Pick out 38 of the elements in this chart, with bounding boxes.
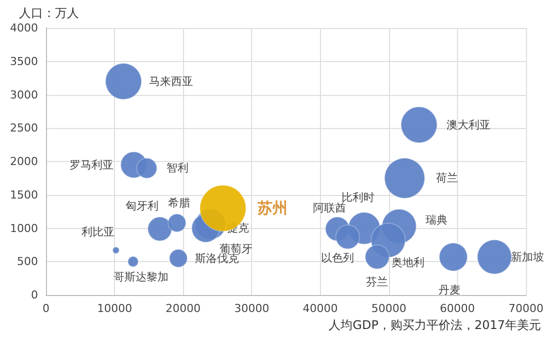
series-label: 斯洛伐克 (194, 252, 239, 265)
y-tick-label: 500 (17, 255, 38, 268)
series-label: 匈牙利 (125, 199, 158, 212)
series-label: 马来西亚 (148, 74, 193, 88)
series-label: 比利时 (342, 190, 375, 204)
y-tick-label: 3500 (10, 54, 38, 68)
series-label: 荷兰 (436, 172, 458, 185)
series-label: 利比亚 (81, 226, 114, 239)
y-tick-label: 1500 (10, 188, 38, 202)
y-tick-label: 2000 (10, 155, 38, 168)
series-label: 阿联酋 (312, 201, 346, 214)
series-label: 以色列 (321, 251, 354, 264)
series-label: 澳大利亚 (446, 118, 490, 132)
y-tick-label: 3000 (10, 88, 38, 102)
series-label: 芬兰 (366, 275, 388, 288)
series-label: 新加坡 (511, 250, 544, 264)
series-label: 奥地利 (392, 256, 425, 269)
series-label: 哥斯达黎加 (114, 270, 169, 284)
x-tick-label: 60000 (440, 302, 475, 315)
x-tick-label: 0 (42, 302, 50, 315)
x-tick-label: 70000 (508, 302, 544, 315)
y-tick-label: 0 (31, 288, 38, 302)
x-tick-label: 30000 (234, 302, 270, 315)
x-tick-label: 20000 (166, 302, 201, 315)
x-tick-label: 10000 (97, 302, 132, 315)
series-label: 丹麦 (438, 283, 460, 296)
series-label: 智利 (166, 162, 188, 175)
y-tick-label: 1000 (10, 222, 38, 235)
y-axis-title: 人口：万人 (19, 6, 79, 20)
y-tick-label: 4000 (10, 22, 38, 34)
series-label: 瑞典 (426, 214, 448, 227)
x-axis-title: 人均GDP，购买力平价法，2017年美元 (328, 318, 542, 332)
series-label: 苏州 (256, 199, 288, 218)
x-tick-label: 40000 (302, 302, 338, 315)
series-label: 希腊 (168, 196, 190, 210)
x-tick-label: 50000 (371, 302, 406, 315)
series-label: 罗马利亚 (69, 158, 114, 172)
y-tick-label: 2500 (10, 122, 38, 135)
